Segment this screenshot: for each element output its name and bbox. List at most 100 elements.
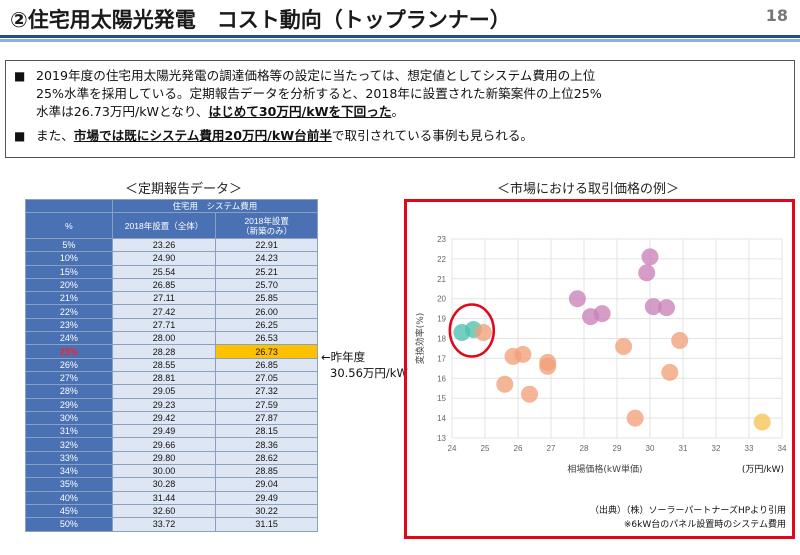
- table-cell-pct: 31%: [25, 424, 113, 439]
- table-cell-new: 22.91: [215, 237, 318, 253]
- page-title: ②住宅用太陽光発電 コスト動向（トップランナー）: [10, 8, 511, 32]
- square-bullet-icon: ■: [14, 69, 26, 83]
- table-row: 24% 28.00 26.53: [25, 331, 318, 346]
- table-cell-pct: 34%: [25, 464, 113, 479]
- table-row: 50% 33.72 31.15: [25, 517, 318, 532]
- table-cell-all: 27.71: [111, 317, 217, 333]
- table-cell-all: 30.00: [111, 464, 217, 479]
- table-cell-pct: 23%: [25, 317, 113, 333]
- table-cell-pct: 5%: [25, 237, 113, 253]
- table-header-new: 2018年設置 （新築のみ）: [215, 212, 318, 239]
- data-point: [474, 324, 492, 342]
- x-unit-note: (万円/kW): [742, 464, 784, 475]
- x-tick-label: 31: [679, 444, 688, 453]
- table-row: 30% 29.42 27.87: [25, 410, 318, 426]
- table-cell-pct: 45%: [25, 503, 113, 519]
- table-cell-new: 28.62: [215, 450, 318, 466]
- table-row: 45% 32.60 30.22: [25, 503, 318, 519]
- table-cell-all: 24.90: [111, 251, 217, 266]
- x-tick-label: 30: [646, 444, 655, 453]
- table-cell-all: 28.55: [111, 357, 217, 372]
- table-cell-pct: 15%: [25, 264, 113, 279]
- table-header-new-line2: （新築のみ）: [241, 225, 293, 236]
- x-tick-label: 33: [745, 444, 754, 453]
- table-cell-all: 30.28: [111, 477, 217, 492]
- data-point: [521, 385, 539, 403]
- bullet-1-line-1: 2019年度の住宅用太陽光発電の調達価格等の設定に当たっては、想定値としてシステ…: [36, 68, 596, 83]
- table-cell-new: 28.15: [215, 424, 318, 439]
- table-cell-new: 31.15: [215, 517, 318, 532]
- table-row: 35% 30.28 29.04: [25, 477, 318, 492]
- square-bullet-icon: ■: [14, 129, 26, 143]
- prev-year-label: ←昨年度: [321, 350, 366, 364]
- table-cell-all: 33.72: [111, 517, 217, 532]
- table-cell-new: 28.85: [215, 464, 318, 479]
- x-axis-label: 相場価格(kW単価): [567, 463, 642, 475]
- data-point: [641, 248, 659, 266]
- data-point: [671, 331, 689, 349]
- data-point: [615, 337, 633, 355]
- table-row: 21% 27.11 25.85: [25, 291, 318, 306]
- data-point: [539, 357, 557, 375]
- data-point: [644, 298, 662, 316]
- y-tick-label: 23: [437, 235, 446, 244]
- x-tick-label: 25: [481, 444, 490, 453]
- bullet-1-line-3: 水準は26.73万円/kWとなり、はじめて30万円/kWを下回った。: [36, 103, 786, 121]
- y-tick-label: 13: [437, 434, 446, 443]
- table-cell-all: 29.66: [111, 437, 217, 452]
- bullet-1-emphasis: はじめて30万円/kWを下回った: [208, 104, 392, 119]
- table-cell-new: 28.36: [215, 437, 318, 452]
- y-tick-label: 20: [437, 295, 446, 304]
- table-row: 31% 29.49 28.15: [25, 424, 318, 439]
- table-cell-all: 29.05: [111, 384, 217, 399]
- table-row: 5% 23.26 22.91: [25, 237, 318, 253]
- table-cell-pct: 25%: [25, 344, 113, 359]
- bullet-1: ■ 2019年度の住宅用太陽光発電の調達価格等の設定に当たっては、想定値としてシ…: [14, 67, 786, 121]
- table-cell-pct: 50%: [25, 517, 113, 532]
- bullet-2-end: で取引されている事例も見られる。: [331, 128, 534, 143]
- x-tick-label: 32: [712, 444, 721, 453]
- highlight-circle: [448, 303, 496, 358]
- table-cell-new: 26.85: [215, 357, 318, 372]
- bullet-1-end: 。: [391, 104, 405, 119]
- table-cell-all: 29.80: [111, 450, 217, 466]
- x-tick-label: 34: [778, 444, 787, 453]
- table-cell-all: 27.42: [111, 304, 217, 319]
- table-cell-new: 24.23: [215, 251, 318, 266]
- system-cost-table: 住宅用 システム費用 % 2018年設置（全体） 2018年設置 （新築のみ） 5…: [25, 199, 319, 532]
- x-tick-label: 24: [448, 444, 457, 453]
- table-cell-new: 27.32: [215, 384, 318, 399]
- table-header-new-line1: 2018年設置: [244, 215, 289, 226]
- table-group-header: 住宅用 システム費用: [111, 199, 319, 213]
- table-row: 40% 31.44 29.49: [25, 490, 318, 505]
- table-cell-new: 26.25: [215, 317, 318, 333]
- table-cell-pct: 27%: [25, 370, 113, 386]
- y-tick-label: 22: [437, 255, 446, 264]
- table-row: 28% 29.05 27.32: [25, 384, 318, 399]
- y-tick-label: 18: [437, 335, 446, 344]
- table-row: 10% 24.90 24.23: [25, 251, 318, 266]
- y-tick-label: 17: [437, 354, 446, 363]
- y-tick-label: 21: [437, 275, 446, 284]
- header-rule-light: [0, 39, 800, 42]
- table-header-all: 2018年設置（全体）: [111, 212, 217, 239]
- prev-year-note: ←昨年度 30.56万円/kW: [321, 349, 408, 381]
- table-cell-new: 27.59: [215, 397, 318, 412]
- table-cell-all: 25.54: [111, 264, 217, 279]
- table-cell-pct: 35%: [25, 477, 113, 492]
- data-point: [638, 264, 656, 282]
- footnote: ※6kW台のパネル設置時のシステム費用: [623, 520, 786, 530]
- table-cell-all: 27.11: [111, 291, 217, 306]
- table-cell-all: 23.26: [111, 237, 217, 253]
- data-point: [661, 363, 679, 381]
- table-row: 23% 27.71 26.25: [25, 317, 318, 333]
- x-tick-label: 26: [514, 444, 523, 453]
- table-cell-all: 26.85: [111, 277, 217, 293]
- y-tick-label: 14: [437, 414, 446, 423]
- table-cell-new: 29.49: [215, 490, 318, 505]
- table-cell-pct: 24%: [25, 331, 113, 346]
- data-point: [658, 299, 675, 317]
- table-row: 22% 27.42 26.00: [25, 304, 318, 319]
- table-cell-new: 25.21: [215, 264, 318, 279]
- x-tick-label: 27: [547, 444, 556, 453]
